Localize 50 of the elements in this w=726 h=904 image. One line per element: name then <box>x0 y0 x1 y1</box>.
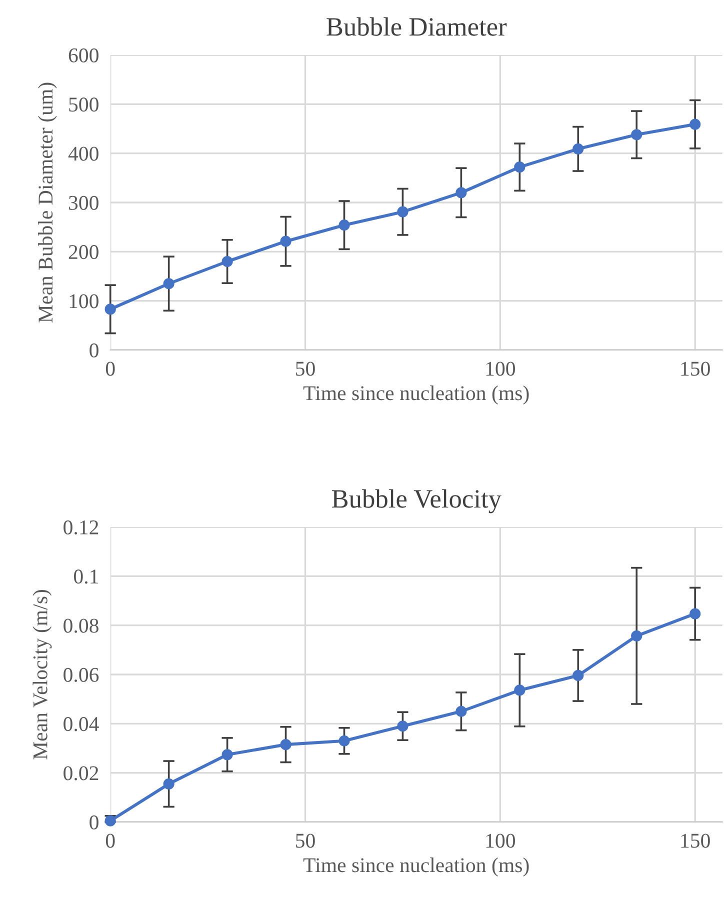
point <box>631 630 642 642</box>
point <box>456 187 467 198</box>
x-tick-label: 150 <box>681 834 710 848</box>
point <box>104 304 116 315</box>
point <box>514 162 526 173</box>
point <box>514 684 526 696</box>
x-tick-label: 0 <box>106 834 115 848</box>
point <box>163 278 174 290</box>
y-tick-label: 0.1 <box>74 570 98 584</box>
chart-title: Bubble Velocity <box>332 489 502 514</box>
y-tick-label: 0.12 <box>64 520 98 535</box>
point <box>163 778 174 790</box>
point <box>104 815 116 826</box>
y-tick-label: 0.02 <box>64 766 98 780</box>
y-axis-title: Mean Velocity (m/s) <box>32 590 52 760</box>
y-tick-label: 300 <box>68 196 98 210</box>
x-tick-label: 0 <box>106 362 115 376</box>
y-tick-label: 400 <box>68 146 98 161</box>
x-tick-label: 50 <box>296 362 315 376</box>
point <box>690 118 701 130</box>
point <box>572 670 584 682</box>
point <box>572 143 584 154</box>
x-tick-label: 100 <box>486 834 516 848</box>
point <box>631 129 642 140</box>
point <box>456 706 467 717</box>
point <box>397 206 408 218</box>
x-tick-label: 100 <box>486 362 516 376</box>
y-tick-label: 0.04 <box>64 717 99 732</box>
y-tick-label: 500 <box>69 98 98 112</box>
y-tick-label: 100 <box>70 294 98 308</box>
y-tick-label: 0 <box>90 343 98 358</box>
point <box>338 735 350 746</box>
point <box>280 739 292 750</box>
y-tick-label: 0 <box>90 815 98 830</box>
x-tick-label: 50 <box>296 834 315 848</box>
x-tick-label: 150 <box>681 362 710 376</box>
y-tick-label: 200 <box>68 245 98 260</box>
point <box>222 749 233 760</box>
y-tick-label: 0.06 <box>64 668 99 682</box>
point <box>280 236 292 247</box>
y-axis-title: Mean Bubble Diameter (um) <box>38 82 57 323</box>
point <box>690 608 701 620</box>
y-tick-label: 600 <box>68 48 98 62</box>
x-axis-title: Time since nucleation (ms) <box>303 858 529 876</box>
y-tick-label: 0.08 <box>64 618 98 633</box>
point <box>222 256 233 268</box>
point <box>397 720 408 732</box>
point <box>338 220 350 231</box>
chart-title: Bubble Diameter <box>326 17 507 36</box>
x-axis-title: Time since nucleation (ms) <box>303 386 529 404</box>
